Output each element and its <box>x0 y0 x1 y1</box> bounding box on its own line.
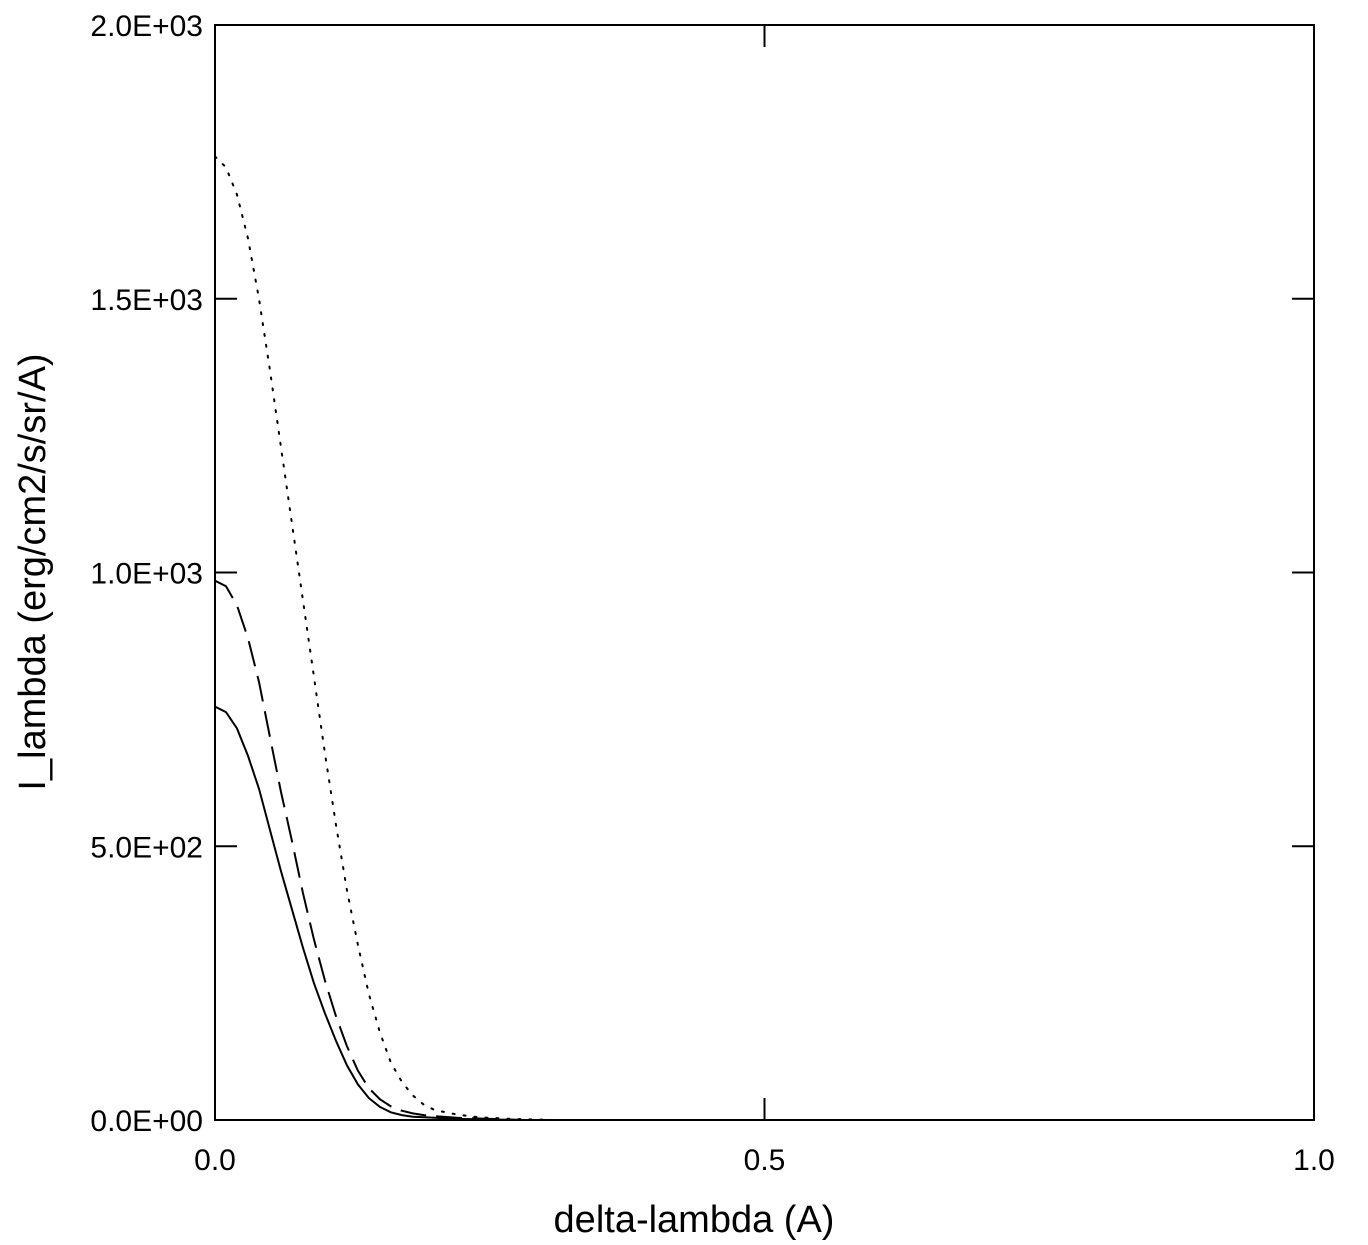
series-line-dotted <box>214 155 557 1121</box>
plot-frame <box>214 24 1315 1121</box>
series-line-solid <box>214 705 523 1121</box>
y-tick-label: 1.5E+03 <box>90 284 203 317</box>
series-layer <box>214 155 557 1121</box>
x-axis-label: delta-lambda (A) <box>554 1199 835 1241</box>
series-line-dashed <box>214 579 523 1121</box>
y-tick-label: 0.0E+00 <box>90 1105 203 1138</box>
x-tick-label: 0.5 <box>744 1144 786 1177</box>
y-tick-label: 2.0E+03 <box>90 10 203 43</box>
y-tick-label: 5.0E+02 <box>90 831 203 864</box>
axis-ticks: 0.0 0.5 1.0 0.0E+00 5.0E+02 1.0E+03 1.5E+03 2.0… <box>90 10 1334 1177</box>
x-tick-label: 0.0 <box>194 1144 236 1177</box>
y-tick-label: 1.0E+03 <box>90 558 203 591</box>
y-axis-label: I_lambda (erg/cm2/s/sr/A) <box>12 353 54 790</box>
x-tick-label: 1.0 <box>1293 1144 1335 1177</box>
